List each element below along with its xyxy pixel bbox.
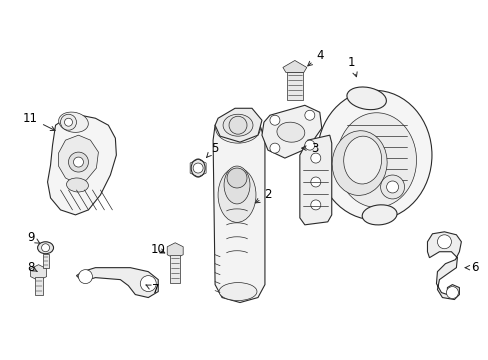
Text: 11: 11 [23, 112, 55, 130]
Polygon shape [283, 60, 306, 72]
Circle shape [193, 163, 203, 173]
Polygon shape [170, 255, 180, 283]
Ellipse shape [331, 131, 386, 195]
Polygon shape [31, 265, 46, 280]
Ellipse shape [59, 112, 88, 132]
Circle shape [64, 118, 72, 126]
Ellipse shape [317, 90, 431, 220]
Polygon shape [76, 268, 158, 298]
Text: 5: 5 [206, 141, 218, 157]
Polygon shape [427, 232, 461, 300]
Ellipse shape [343, 136, 381, 184]
Circle shape [73, 157, 83, 167]
Polygon shape [42, 254, 48, 268]
Polygon shape [299, 135, 331, 225]
Circle shape [304, 140, 314, 150]
Ellipse shape [219, 283, 256, 301]
Ellipse shape [38, 242, 53, 254]
Ellipse shape [362, 205, 396, 225]
Ellipse shape [276, 122, 304, 142]
Text: 8: 8 [27, 261, 37, 274]
Text: 2: 2 [255, 188, 271, 203]
Polygon shape [262, 105, 321, 158]
Ellipse shape [346, 87, 386, 110]
Text: 4: 4 [307, 49, 323, 66]
Circle shape [226, 168, 246, 188]
Ellipse shape [224, 166, 249, 204]
Ellipse shape [218, 167, 255, 222]
Circle shape [140, 276, 156, 292]
Text: 6: 6 [464, 261, 478, 274]
Polygon shape [213, 118, 264, 302]
Circle shape [61, 114, 76, 130]
Circle shape [68, 152, 88, 172]
Text: 1: 1 [347, 56, 356, 77]
Circle shape [437, 235, 450, 249]
Polygon shape [167, 243, 183, 259]
Circle shape [269, 115, 279, 125]
Circle shape [269, 143, 279, 153]
Circle shape [78, 270, 92, 284]
Polygon shape [47, 115, 116, 215]
Text: 3: 3 [301, 141, 318, 155]
Circle shape [380, 175, 404, 199]
Ellipse shape [66, 178, 88, 192]
Ellipse shape [223, 114, 252, 136]
Ellipse shape [336, 113, 416, 207]
Polygon shape [59, 135, 98, 183]
Circle shape [310, 200, 320, 210]
Circle shape [310, 177, 320, 187]
Circle shape [228, 116, 246, 134]
Text: 7: 7 [146, 283, 159, 296]
Ellipse shape [215, 113, 260, 143]
Circle shape [310, 153, 320, 163]
Text: 9: 9 [27, 231, 40, 244]
Circle shape [304, 110, 314, 120]
Circle shape [41, 244, 49, 252]
Ellipse shape [191, 159, 204, 177]
Polygon shape [215, 108, 262, 142]
Circle shape [446, 287, 457, 298]
Polygon shape [35, 276, 42, 294]
Text: 10: 10 [150, 243, 165, 256]
Polygon shape [286, 72, 302, 100]
Circle shape [386, 181, 398, 193]
